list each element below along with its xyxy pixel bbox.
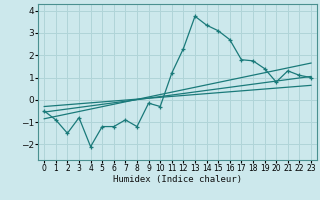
X-axis label: Humidex (Indice chaleur): Humidex (Indice chaleur)	[113, 175, 242, 184]
